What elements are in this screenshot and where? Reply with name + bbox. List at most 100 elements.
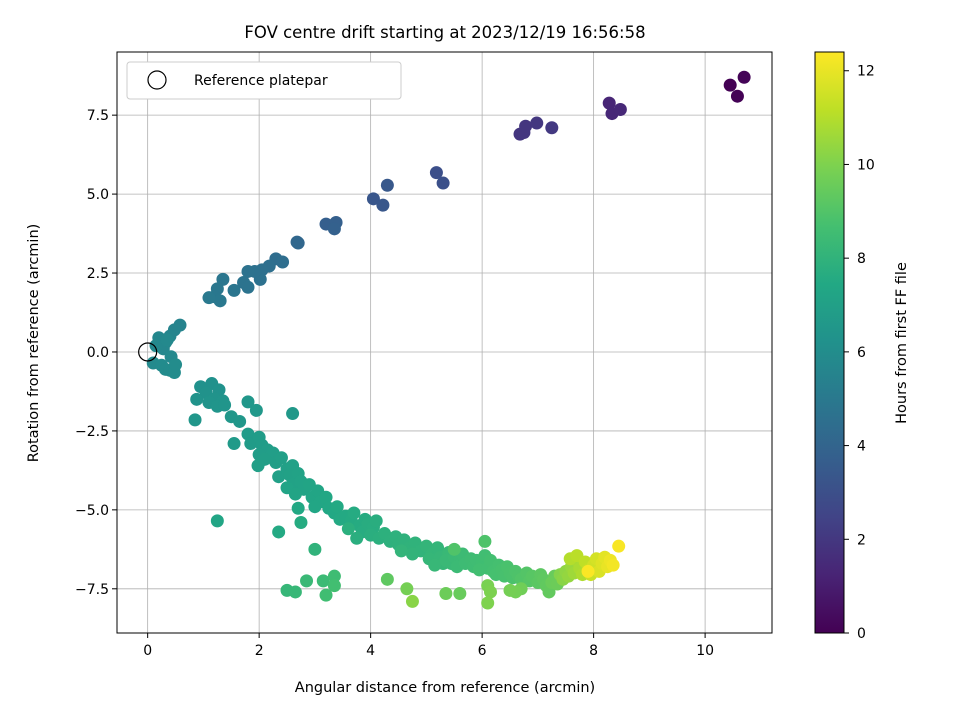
data-point bbox=[319, 490, 333, 504]
legend-box bbox=[126, 61, 402, 100]
y-axis-label: Rotation from reference (arcmin) bbox=[26, 224, 42, 463]
colorbar-ticks: 0 2 4 6 8 10 12 bbox=[844, 64, 875, 642]
data-point bbox=[241, 395, 255, 409]
chart-title: FOV centre drift starting at 2023/12/19 … bbox=[244, 23, 645, 42]
data-point bbox=[188, 413, 202, 427]
data-point bbox=[227, 283, 241, 297]
y-tick-label: −7.5 bbox=[75, 582, 109, 598]
data-point bbox=[327, 222, 341, 236]
data-point bbox=[428, 558, 442, 572]
data-point bbox=[606, 558, 620, 572]
data-point bbox=[276, 255, 290, 269]
data-point bbox=[439, 587, 453, 601]
y-tick-label: 7.5 bbox=[87, 108, 109, 124]
data-point bbox=[545, 121, 559, 135]
data-point bbox=[478, 534, 492, 548]
reference-marker bbox=[138, 342, 158, 362]
data-point bbox=[294, 515, 308, 529]
data-point bbox=[272, 525, 286, 539]
data-point bbox=[613, 102, 627, 116]
data-point bbox=[723, 78, 737, 92]
data-point bbox=[730, 89, 744, 103]
data-point bbox=[341, 522, 355, 536]
plot-background bbox=[117, 52, 772, 633]
data-point bbox=[369, 514, 383, 528]
data-point bbox=[213, 294, 227, 308]
data-point bbox=[319, 588, 333, 602]
y-tick-label: 5.0 bbox=[87, 187, 109, 203]
data-point bbox=[233, 414, 247, 428]
x-tick-label: 4 bbox=[366, 643, 375, 659]
data-point bbox=[291, 236, 305, 250]
data-point bbox=[216, 272, 230, 286]
data-point bbox=[274, 451, 288, 465]
data-point bbox=[327, 569, 341, 583]
data-point bbox=[316, 574, 330, 588]
x-tick-label: 8 bbox=[589, 643, 598, 659]
data-point bbox=[405, 594, 419, 608]
colorbar-tick-label: 0 bbox=[857, 626, 866, 642]
data-point bbox=[160, 333, 174, 347]
data-point bbox=[249, 403, 263, 417]
data-point bbox=[737, 70, 751, 84]
data-point bbox=[376, 198, 390, 212]
data-point bbox=[429, 166, 443, 180]
y-tick-label: 0.0 bbox=[87, 345, 109, 361]
data-point bbox=[286, 407, 300, 421]
colorbar-tick-label: 2 bbox=[857, 532, 866, 548]
data-point bbox=[288, 487, 302, 501]
legend-label: Reference platepar bbox=[194, 73, 328, 89]
data-point bbox=[483, 585, 497, 599]
colorbar: 0 2 4 6 8 10 12 Hours from first FF file bbox=[814, 51, 910, 642]
data-point bbox=[327, 579, 341, 593]
data-point bbox=[308, 542, 322, 556]
data-point bbox=[210, 514, 224, 528]
data-point bbox=[530, 116, 544, 130]
x-tick-label: 6 bbox=[478, 643, 487, 659]
x-axis-ticks: 0 2 4 6 8 10 bbox=[143, 633, 714, 659]
data-point bbox=[350, 531, 364, 545]
data-point bbox=[347, 506, 361, 520]
data-point bbox=[218, 398, 232, 412]
colorbar-gradient bbox=[814, 51, 845, 634]
x-tick-label: 10 bbox=[696, 643, 714, 659]
data-point bbox=[241, 280, 255, 294]
data-point bbox=[380, 178, 394, 192]
colorbar-tick-label: 8 bbox=[857, 251, 866, 267]
data-point bbox=[300, 574, 314, 588]
data-point bbox=[447, 542, 461, 556]
plot-area: 0 2 4 6 8 10 −7.5 −5.0 −2.5 0.0 2.5 5.0 7.5 bbox=[75, 51, 773, 659]
data-point bbox=[227, 437, 241, 451]
data-point bbox=[400, 582, 414, 596]
data-point bbox=[149, 339, 163, 353]
colorbar-tick-label: 6 bbox=[857, 345, 866, 361]
data-point bbox=[288, 585, 302, 599]
colorbar-tick-label: 12 bbox=[857, 64, 875, 80]
data-point bbox=[612, 539, 626, 553]
data-point bbox=[251, 459, 265, 473]
data-point bbox=[366, 192, 380, 206]
data-point bbox=[202, 291, 216, 305]
y-tick-label: 2.5 bbox=[87, 266, 109, 282]
x-axis-label: Angular distance from reference (arcmin) bbox=[295, 680, 595, 696]
data-point bbox=[481, 596, 495, 610]
plot-frame bbox=[116, 51, 773, 634]
y-tick-label: −2.5 bbox=[75, 424, 109, 440]
x-tick-label: 0 bbox=[143, 643, 152, 659]
data-point bbox=[241, 264, 255, 278]
data-point bbox=[453, 587, 467, 601]
data-point bbox=[291, 501, 305, 515]
data-point bbox=[436, 176, 450, 190]
data-point bbox=[190, 392, 204, 406]
data-point bbox=[308, 500, 322, 514]
data-point bbox=[330, 500, 344, 514]
data-point bbox=[602, 96, 616, 110]
data-point bbox=[394, 544, 408, 558]
scatter-points bbox=[146, 70, 751, 610]
legend-marker bbox=[147, 70, 167, 90]
data-point bbox=[380, 572, 394, 586]
data-point bbox=[519, 119, 533, 133]
data-point bbox=[169, 358, 183, 372]
data-point bbox=[503, 583, 517, 597]
